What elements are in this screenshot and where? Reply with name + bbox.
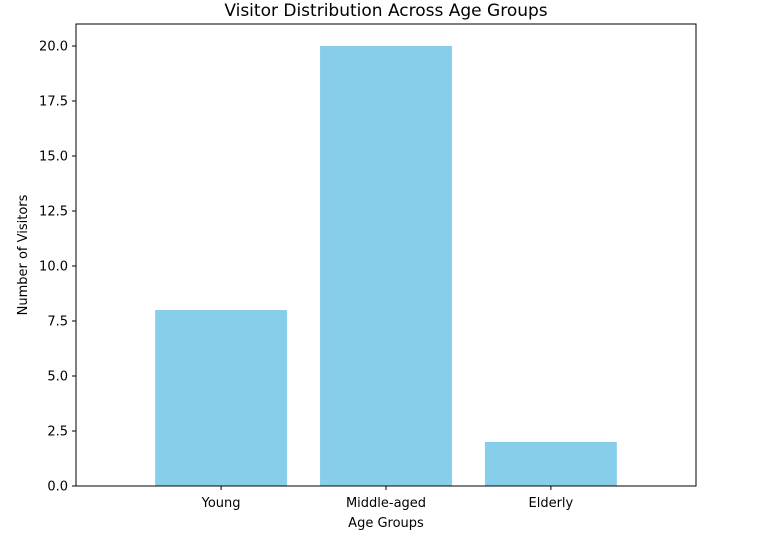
chart-title: Visitor Distribution Across Age Groups [224, 1, 547, 21]
x-axis: Young Middle-aged Elderly [201, 486, 574, 511]
bars-group [155, 46, 617, 486]
y-axis-label: Number of Visitors [16, 194, 31, 315]
y-tick-label: 2.5 [47, 425, 68, 440]
y-tick-label: 15.0 [39, 150, 68, 165]
x-axis-label: Age Groups [348, 516, 424, 531]
bar-young [155, 310, 288, 486]
x-tick-label: Young [201, 496, 241, 511]
y-tick-label: 5.0 [47, 370, 68, 385]
bar-middle-aged [320, 46, 452, 486]
plot-area: 0.0 2.5 5.0 7.5 10.0 12.5 15.0 17.5 20.0 Young Mi… [39, 23, 697, 511]
y-tick-label: 10.0 [39, 260, 68, 275]
bar-elderly [484, 442, 617, 486]
y-tick-label: 12.5 [39, 205, 68, 220]
x-tick-label: Middle-aged [346, 496, 426, 511]
y-tick-label: 7.5 [47, 315, 68, 330]
y-axis: 0.0 2.5 5.0 7.5 10.0 12.5 15.0 17.5 20.0 [39, 40, 76, 495]
y-tick-label: 20.0 [39, 40, 68, 55]
y-tick-label: 0.0 [47, 480, 68, 495]
x-tick-label: Elderly [529, 496, 574, 511]
y-tick-label: 17.5 [39, 95, 68, 110]
